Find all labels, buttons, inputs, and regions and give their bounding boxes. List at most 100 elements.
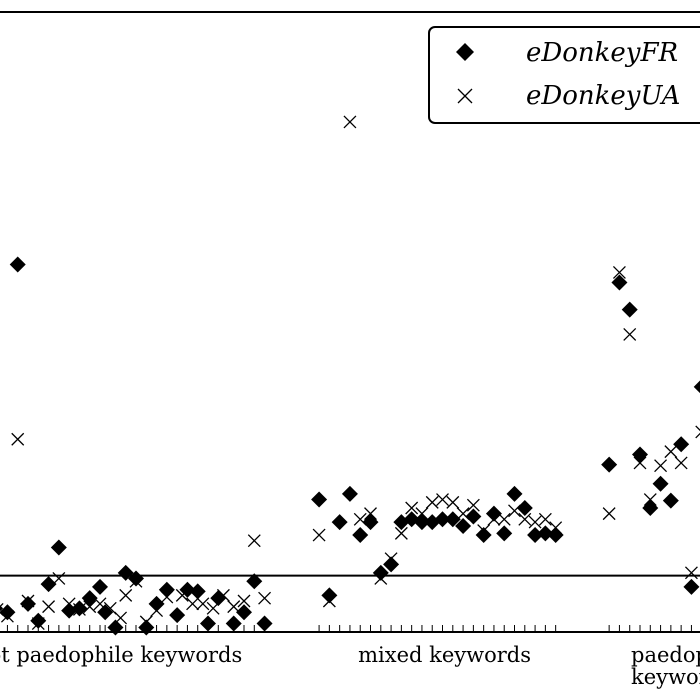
- cross-point: [129, 574, 143, 588]
- diamond-point: [200, 615, 216, 632]
- legend-label-edonkeyua: eDonkeyUA: [526, 81, 680, 111]
- cross-point: [623, 327, 637, 341]
- cross-point: [31, 617, 45, 631]
- cross-point: [343, 115, 357, 129]
- cross-point: [384, 552, 398, 566]
- cross-point: [21, 594, 35, 608]
- diamond-point: [506, 485, 523, 502]
- diamond-point: [352, 527, 369, 544]
- diamond-point: [601, 456, 618, 473]
- cross-point: [674, 456, 688, 470]
- cross-point: [684, 566, 698, 580]
- diamond-point: [40, 576, 57, 593]
- cross-point: [405, 501, 419, 515]
- cross-point: [415, 507, 429, 521]
- cross-point: [497, 512, 511, 526]
- cross-point: [612, 265, 626, 279]
- cross-point: [139, 615, 153, 629]
- cross-point: [322, 594, 336, 608]
- diamond-point: [256, 615, 273, 632]
- cross-point: [353, 512, 367, 526]
- cross-point: [456, 507, 470, 521]
- cross-point: [643, 493, 657, 507]
- cross-point: [602, 507, 616, 521]
- cross-point: [114, 611, 128, 625]
- cross-point: [518, 512, 532, 526]
- diamond-point: [148, 595, 165, 612]
- cross-point: [654, 459, 668, 473]
- diamond-point: [0, 605, 4, 612]
- cross-point: [394, 526, 408, 540]
- diamond-point: [527, 527, 544, 544]
- cross-point: [196, 597, 210, 611]
- cross-point: [528, 515, 542, 529]
- axes-frame: [0, 11, 700, 633]
- cross-point: [549, 521, 563, 535]
- diamond-point: [444, 511, 461, 528]
- cross-point: [160, 590, 174, 604]
- cross-point: [175, 588, 189, 602]
- diamond-point: [61, 602, 78, 619]
- diamond-point: [465, 508, 482, 525]
- diamond-point: [652, 475, 669, 492]
- diamond-point: [0, 604, 16, 621]
- diamond-point: [225, 615, 242, 632]
- group-label: paedop: [631, 643, 700, 667]
- cross-point: [11, 432, 25, 446]
- cross-point: [72, 602, 86, 616]
- diamond-point: [662, 492, 679, 509]
- cross-point: [425, 495, 439, 509]
- diamond-point: [9, 256, 26, 273]
- x-tick-marks: [6, 625, 692, 632]
- cross-point: [508, 504, 521, 518]
- diamond-point: [341, 485, 358, 502]
- diamond-point: [128, 570, 144, 587]
- cross-point: [477, 524, 491, 538]
- cross-point: [52, 571, 66, 585]
- cross-point: [206, 601, 220, 615]
- diamond-point: [621, 301, 638, 318]
- legend-diamond-icon: [456, 43, 474, 61]
- cross-point: [695, 425, 700, 439]
- diamond-point: [496, 525, 513, 542]
- diamond-point: [516, 500, 533, 516]
- diamond-point: [92, 578, 108, 595]
- legend: eDonkeyFR eDonkeyUA: [428, 26, 700, 124]
- group-label: keywor: [631, 665, 700, 689]
- diamond-point: [331, 514, 348, 531]
- diamond-point: [611, 274, 628, 291]
- diamond-point: [189, 583, 206, 600]
- cross-point: [664, 445, 678, 459]
- diamond-point: [383, 556, 400, 573]
- diamond-point: [455, 518, 472, 535]
- group-label: ot paedophile keywords: [0, 643, 242, 667]
- diamond-point: [246, 573, 263, 590]
- diamond-point: [485, 505, 502, 522]
- cross-point: [364, 507, 377, 521]
- cross-point: [42, 600, 56, 614]
- cross-point: [436, 493, 449, 507]
- diamond-point: [475, 527, 492, 544]
- cross-point: [258, 591, 272, 605]
- cross-point: [227, 600, 241, 614]
- cross-point: [487, 512, 501, 526]
- diamond-point: [673, 436, 690, 453]
- cross-point: [0, 602, 4, 616]
- diamond-point: [50, 539, 67, 556]
- cross-point: [374, 571, 388, 585]
- diamond-point: [30, 612, 47, 629]
- cross-point: [93, 597, 107, 611]
- diamond-point: [236, 604, 252, 621]
- cross-point: [237, 594, 251, 608]
- diamond-point: [683, 578, 700, 595]
- legend-cross-icon: [457, 88, 473, 104]
- cross-point: [446, 495, 460, 509]
- cross-point: [538, 512, 552, 526]
- cross-point: [247, 534, 261, 548]
- diamond-point: [372, 564, 389, 581]
- legend-label-edonkeyfr: eDonkeyFR: [526, 38, 678, 68]
- group-labels: ot paedophile keywords mixed keywords paed…: [0, 643, 700, 689]
- diamond-point: [434, 511, 451, 528]
- diamond-point: [97, 604, 114, 621]
- diamond-point: [537, 525, 554, 542]
